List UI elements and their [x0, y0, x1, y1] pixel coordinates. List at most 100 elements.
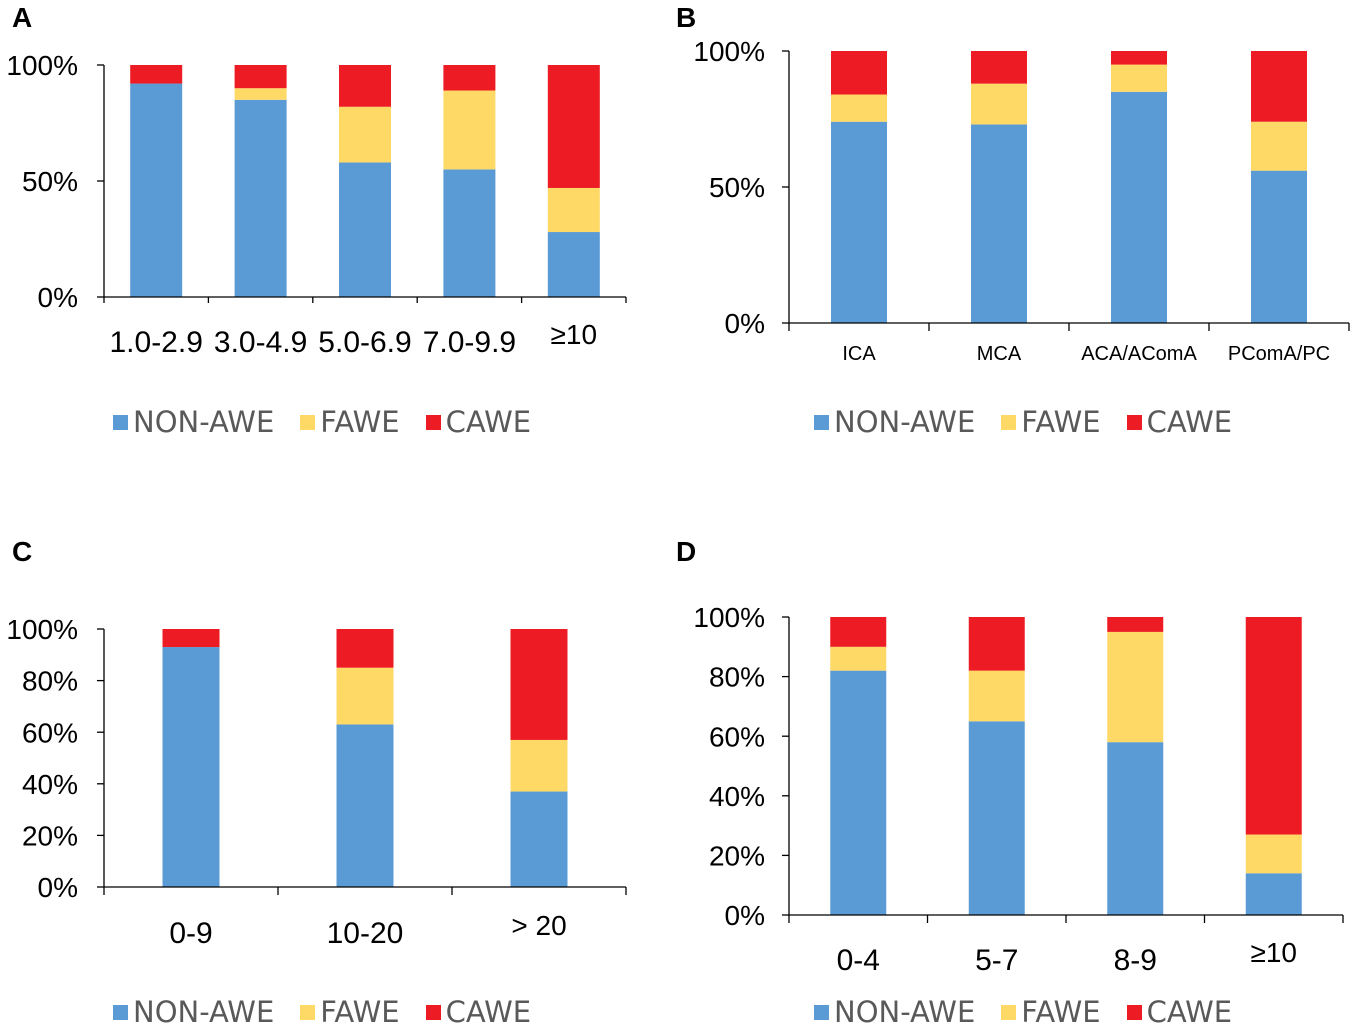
x-tick-label: 1.0-2.9 [109, 326, 202, 359]
bar-non-awe-3 [1111, 91, 1167, 323]
y-tick-label: 60% [22, 717, 78, 748]
x-tick-label: 3.0-4.9 [214, 326, 307, 359]
bar-fawe-1 [831, 94, 887, 122]
bar-cawe-1 [130, 65, 183, 84]
legend-item-non-awe: NON-AWE [814, 405, 975, 439]
bar-cawe-2 [968, 617, 1025, 671]
bar-cawe-3 [339, 65, 391, 107]
bar-fawe-3 [1111, 64, 1167, 92]
panel-label-d: D [676, 536, 697, 567]
legend-label: FAWE [320, 995, 400, 1029]
y-tick-label: 50% [709, 172, 765, 203]
swatch-non-awe [113, 414, 128, 430]
bar-fawe-1 [830, 646, 887, 671]
bar-non-awe-2 [336, 724, 394, 887]
bar-non-awe-3 [1107, 742, 1164, 915]
bar-cawe-1 [162, 629, 220, 648]
legend-label: CAWE [445, 405, 532, 439]
y-tick-label: 60% [709, 721, 765, 752]
bar-cawe-3 [1107, 617, 1164, 632]
bar-cawe-3 [510, 629, 568, 740]
bar-non-awe-1 [162, 647, 220, 887]
x-tick-label: 8-9 [1114, 944, 1157, 977]
y-tick-label: 80% [22, 666, 78, 697]
swatch-non-awe [814, 414, 829, 430]
panel-label-b: B [676, 2, 697, 33]
swatch-fawe [1001, 1004, 1017, 1020]
y-tick-label: 0% [38, 872, 78, 903]
x-tick-label: > 20 [511, 910, 566, 941]
x-tick-label: 10-20 [327, 917, 404, 950]
bar-cawe-2 [336, 629, 394, 668]
bar-fawe-2 [971, 83, 1027, 125]
y-tick-label: 80% [709, 662, 765, 693]
swatch-fawe [1001, 414, 1017, 430]
bar-fawe-5 [547, 187, 600, 233]
x-tick-label: PComA/PC [1228, 343, 1330, 365]
legend-item-cawe: CAWE [425, 995, 532, 1029]
bar-cawe-4 [1251, 51, 1307, 122]
y-tick-label: 40% [22, 769, 78, 800]
y-tick-label: 0% [38, 282, 78, 313]
bar-fawe-3 [510, 739, 568, 792]
x-tick-label: 5-7 [975, 944, 1018, 977]
legend-item-fawe: FAWE [1001, 995, 1101, 1029]
legend-item-non-awe: NON-AWE [814, 995, 975, 1029]
y-tick-label: 100% [6, 50, 78, 81]
legend-item-fawe: FAWE [1001, 405, 1101, 439]
legend-label: NON-AWE [133, 405, 275, 439]
bar-fawe-3 [1107, 631, 1164, 743]
bar-fawe-2 [336, 667, 394, 725]
bar-non-awe-5 [547, 232, 600, 297]
legend-item-cawe: CAWE [425, 405, 532, 439]
legend-label: CAWE [1146, 995, 1233, 1029]
bar-fawe-2 [234, 88, 287, 100]
bar-non-awe-2 [971, 124, 1027, 323]
y-tick-label: 100% [693, 602, 765, 633]
legend-label: FAWE [1021, 995, 1101, 1029]
x-tick-label: ICA [842, 343, 876, 365]
bar-non-awe-4 [1245, 873, 1302, 915]
bar-non-awe-3 [339, 162, 391, 297]
swatch-fawe [300, 1004, 316, 1020]
y-tick-label: 100% [693, 36, 765, 67]
panel-label-c: C [12, 536, 33, 567]
panel-label-a: A [12, 2, 33, 33]
legend-c: NON-AWE FAWE CAWE [113, 995, 557, 1029]
x-tick-label: ≥10 [1250, 937, 1297, 968]
y-tick-label: 40% [709, 781, 765, 812]
legend-label: FAWE [1021, 405, 1101, 439]
swatch-fawe [300, 414, 316, 430]
x-tick-label: ACA/AComA [1081, 343, 1197, 365]
bar-cawe-2 [971, 51, 1027, 84]
y-tick-label: 100% [6, 614, 78, 645]
swatch-non-awe [113, 1004, 128, 1020]
legend-label: CAWE [1146, 405, 1233, 439]
bar-fawe-4 [1251, 121, 1307, 171]
bar-non-awe-2 [234, 99, 287, 297]
bar-cawe-4 [1245, 617, 1302, 835]
bar-non-awe-2 [968, 721, 1025, 915]
bar-non-awe-4 [443, 169, 496, 297]
legend-label: CAWE [445, 995, 532, 1029]
bar-fawe-4 [1245, 834, 1302, 874]
legend-item-cawe: CAWE [1126, 995, 1233, 1029]
swatch-cawe [1126, 414, 1142, 430]
x-tick-label: ≥10 [551, 319, 598, 350]
bar-cawe-1 [830, 617, 887, 647]
legend-item-cawe: CAWE [1126, 405, 1233, 439]
x-tick-label: 0-9 [169, 917, 212, 950]
x-tick-label: 5.0-6.9 [318, 326, 411, 359]
x-tick-label: 7.0-9.9 [423, 326, 516, 359]
bar-cawe-3 [1111, 51, 1167, 65]
legend-label: NON-AWE [834, 995, 976, 1029]
bar-cawe-5 [547, 65, 600, 188]
bar-fawe-2 [968, 670, 1025, 722]
bar-non-awe-3 [510, 791, 568, 887]
bar-cawe-4 [443, 65, 496, 91]
y-tick-label: 0% [725, 308, 765, 339]
bar-non-awe-4 [1251, 170, 1307, 323]
